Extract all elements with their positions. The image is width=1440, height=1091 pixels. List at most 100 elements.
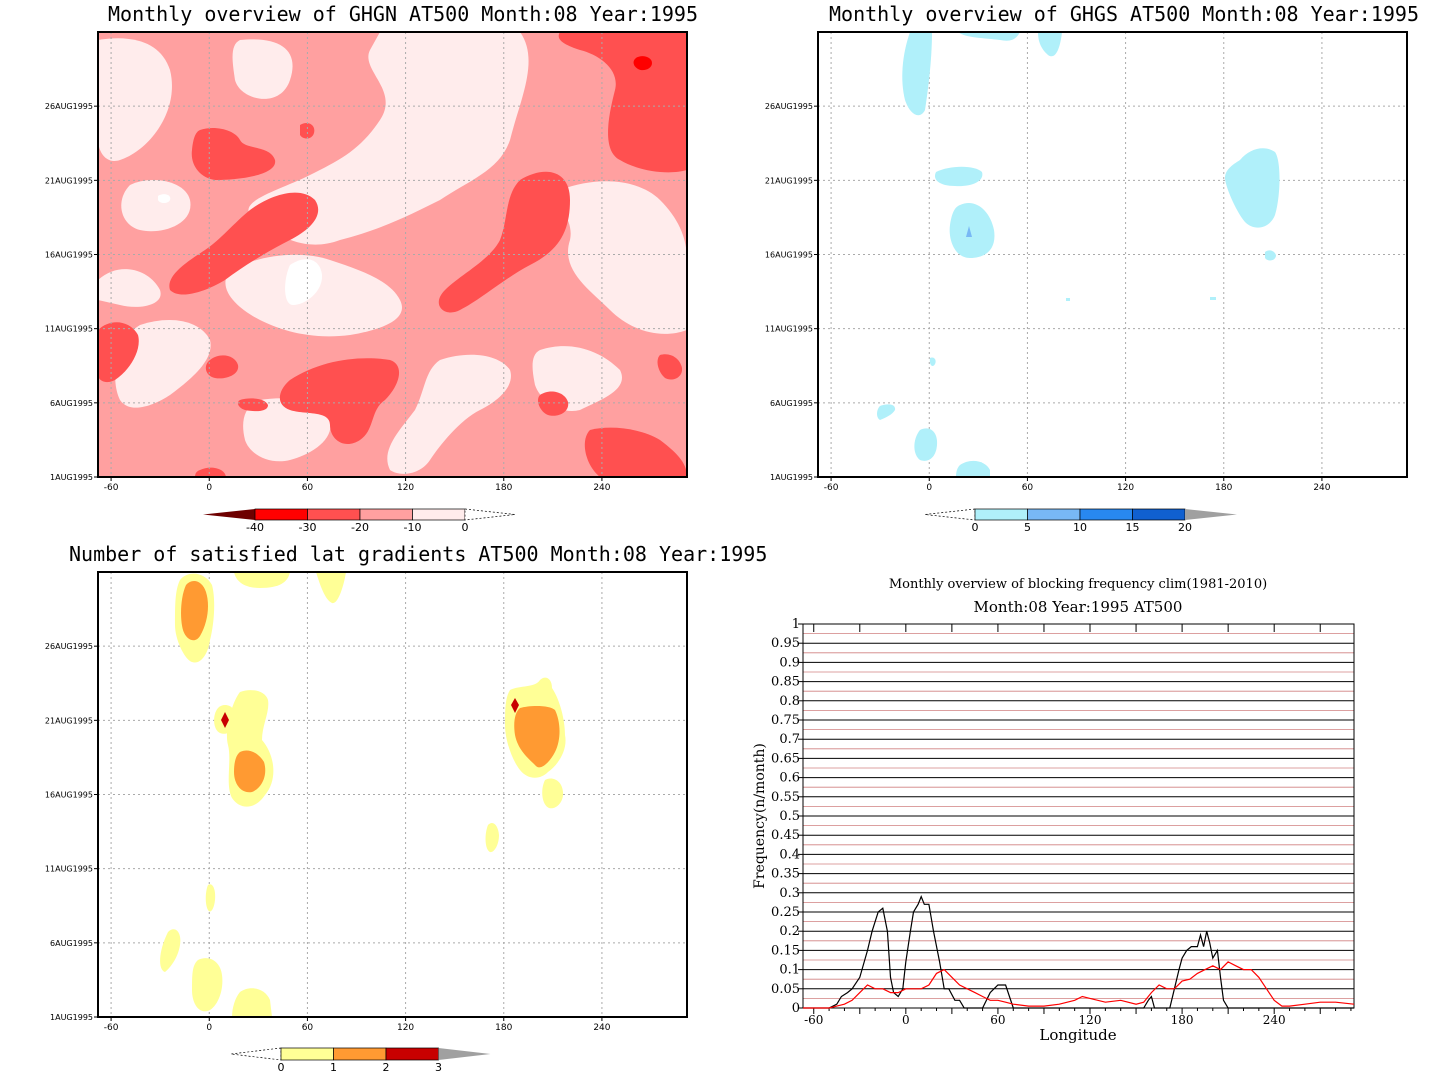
colorbar-segment xyxy=(333,1047,387,1061)
colorbar-label: -30 xyxy=(299,521,317,534)
x-tick-label: 60 xyxy=(302,483,314,493)
y-tick-label: 0.4 xyxy=(779,847,800,862)
latgrad-heatmap: -60 0 60 120 180 240 1AUG19956AUG199511AUG199… xyxy=(45,571,688,1074)
colorbar-label: -20 xyxy=(351,521,369,534)
colorbar-segment xyxy=(307,508,361,521)
x-tick-label: 0 xyxy=(926,483,932,493)
blocking-frequency-chart: Monthly overview of blocking frequency c… xyxy=(752,577,1355,1044)
y-tick-label: 0.35 xyxy=(771,867,800,882)
y-tick-label: 0.3 xyxy=(779,886,800,901)
y-tick-label: 21AUG1995 xyxy=(45,716,93,725)
y-axis-label: Frequency(n/month) xyxy=(752,743,768,889)
y-tick-label: 11AUG1995 xyxy=(765,325,813,334)
colorbar-segment xyxy=(1132,508,1186,521)
x-tick-label: 180 xyxy=(495,1023,512,1033)
x-tick-label: 60 xyxy=(302,1023,314,1033)
x-axis-label: Longitude xyxy=(1039,1026,1116,1044)
colorbar-label: 1 xyxy=(330,1061,337,1074)
x-tick-label: 0 xyxy=(902,1013,910,1027)
ghgn-heatmap: -60 0 60 120 180 240 1AUG1995 6AUG1995 11AUG199… xyxy=(45,31,688,534)
colorbar-segment xyxy=(974,508,1028,521)
y-tick-label: 0.85 xyxy=(771,675,800,690)
y-tick-label: 1AUG1995 xyxy=(50,1013,93,1022)
x-tick-label: 240 xyxy=(593,483,610,493)
colorbar-segment xyxy=(1079,508,1133,521)
x-tick-label: -60 xyxy=(104,1023,119,1033)
x-tick-label: 120 xyxy=(1079,1013,1102,1027)
colorbar-arrow-high xyxy=(464,508,516,521)
y-tick-label: 1AUG1995 xyxy=(770,473,813,482)
y-tick-label: 0.8 xyxy=(779,694,800,709)
x-tick-label: -60 xyxy=(104,483,119,493)
y-tick-label: 21AUG1995 xyxy=(45,176,93,185)
colorbar-label: 2 xyxy=(383,1061,390,1074)
y-tick-label: 0.2 xyxy=(779,924,800,939)
y-tick-label: 0 xyxy=(792,1001,800,1016)
colorbar-label: 20 xyxy=(1178,521,1192,534)
x-tick-label: -60 xyxy=(804,1013,823,1027)
colorbar-arrow-high xyxy=(438,1048,491,1060)
y-tick-label: 0.7 xyxy=(779,732,800,747)
x-tick-label: 180 xyxy=(1171,1013,1194,1027)
y-tick-label: 1AUG1995 xyxy=(50,473,93,482)
colorbar-arrow-low xyxy=(230,1047,282,1061)
y-tick-label: 6AUG1995 xyxy=(770,399,813,408)
y-tick-label: 0.6 xyxy=(779,771,800,786)
y-tick-label: 0.65 xyxy=(771,751,800,766)
y-tick-label: 11AUG1995 xyxy=(45,865,93,874)
y-tick-label: 0.15 xyxy=(771,943,800,958)
colorbar-label: 0 xyxy=(972,521,979,534)
series-line-black xyxy=(803,894,1354,1009)
x-tick-label: 120 xyxy=(397,483,414,493)
y-tick-label: 26AUG1995 xyxy=(765,102,813,111)
colorbar-segment xyxy=(254,508,308,521)
y-tick-label: 1 xyxy=(792,617,800,632)
ghgs-chart-title: Monthly overview of GHGS AT500 Month:08 … xyxy=(829,2,1420,26)
latgrad-contour-fields xyxy=(98,572,687,1017)
colorbar-label: -40 xyxy=(246,521,264,534)
colorbar-label: -10 xyxy=(404,521,422,534)
y-tick-label: 0.9 xyxy=(779,655,800,670)
y-tick-label: 0.95 xyxy=(771,636,800,651)
colorbar-arrow-low xyxy=(924,508,976,521)
y-tick-label: 26AUG1995 xyxy=(45,642,93,651)
x-tick-label: 120 xyxy=(397,1023,414,1033)
ghgn-chart-title: Monthly overview of GHGN AT500 Month:08 … xyxy=(108,2,699,26)
colorbar-segment xyxy=(1027,508,1081,521)
colorbar-segment xyxy=(385,1047,439,1061)
blocking-chart-subtitle: Month:08 Year:1995 AT500 xyxy=(974,598,1183,616)
x-tick-label: 180 xyxy=(1215,483,1232,493)
y-tick-label: 0.45 xyxy=(771,828,800,843)
y-tick-label: 0.05 xyxy=(771,982,800,997)
ghgs-contour-fields xyxy=(818,32,1407,477)
y-tick-label: 16AUG1995 xyxy=(45,791,93,800)
y-tick-label: 0.55 xyxy=(771,790,800,805)
y-tick-label: 21AUG1995 xyxy=(765,176,813,185)
colorbar-label: 0 xyxy=(462,521,469,534)
x-tick-label: 0 xyxy=(206,1023,212,1033)
latgrad-chart-title: Number of satisfied lat gradients AT500 … xyxy=(69,542,768,566)
x-tick-label: 60 xyxy=(1022,483,1034,493)
blocking-chart-title: Monthly overview of blocking frequency c… xyxy=(889,577,1267,592)
y-tick-label: 0.5 xyxy=(779,809,800,824)
y-tick-label: 16AUG1995 xyxy=(45,251,93,260)
y-tick-label: 6AUG1995 xyxy=(50,939,93,948)
y-tick-label: 16AUG1995 xyxy=(765,251,813,260)
x-tick-label: 0 xyxy=(206,483,212,493)
colorbar-label: 0 xyxy=(278,1061,285,1074)
x-tick-label: 240 xyxy=(1313,483,1330,493)
y-tick-label: 0.1 xyxy=(779,963,800,978)
y-tick-label: 26AUG1995 xyxy=(45,102,93,111)
colorbar-label: 5 xyxy=(1024,521,1031,534)
colorbar-segment xyxy=(412,508,466,521)
ghgn-contour-fields xyxy=(98,32,687,477)
x-tick-label: 120 xyxy=(1117,483,1134,493)
colorbar-arrow-high xyxy=(1185,509,1237,520)
x-tick-label: 60 xyxy=(990,1013,1005,1027)
colorbar-label: 10 xyxy=(1073,521,1087,534)
series-line-red xyxy=(803,961,1355,1009)
colorbar-segment xyxy=(280,1047,334,1061)
colorbar-label: 15 xyxy=(1126,521,1140,534)
y-tick-label: 0.75 xyxy=(771,713,800,728)
y-tick-label: 11AUG1995 xyxy=(45,325,93,334)
